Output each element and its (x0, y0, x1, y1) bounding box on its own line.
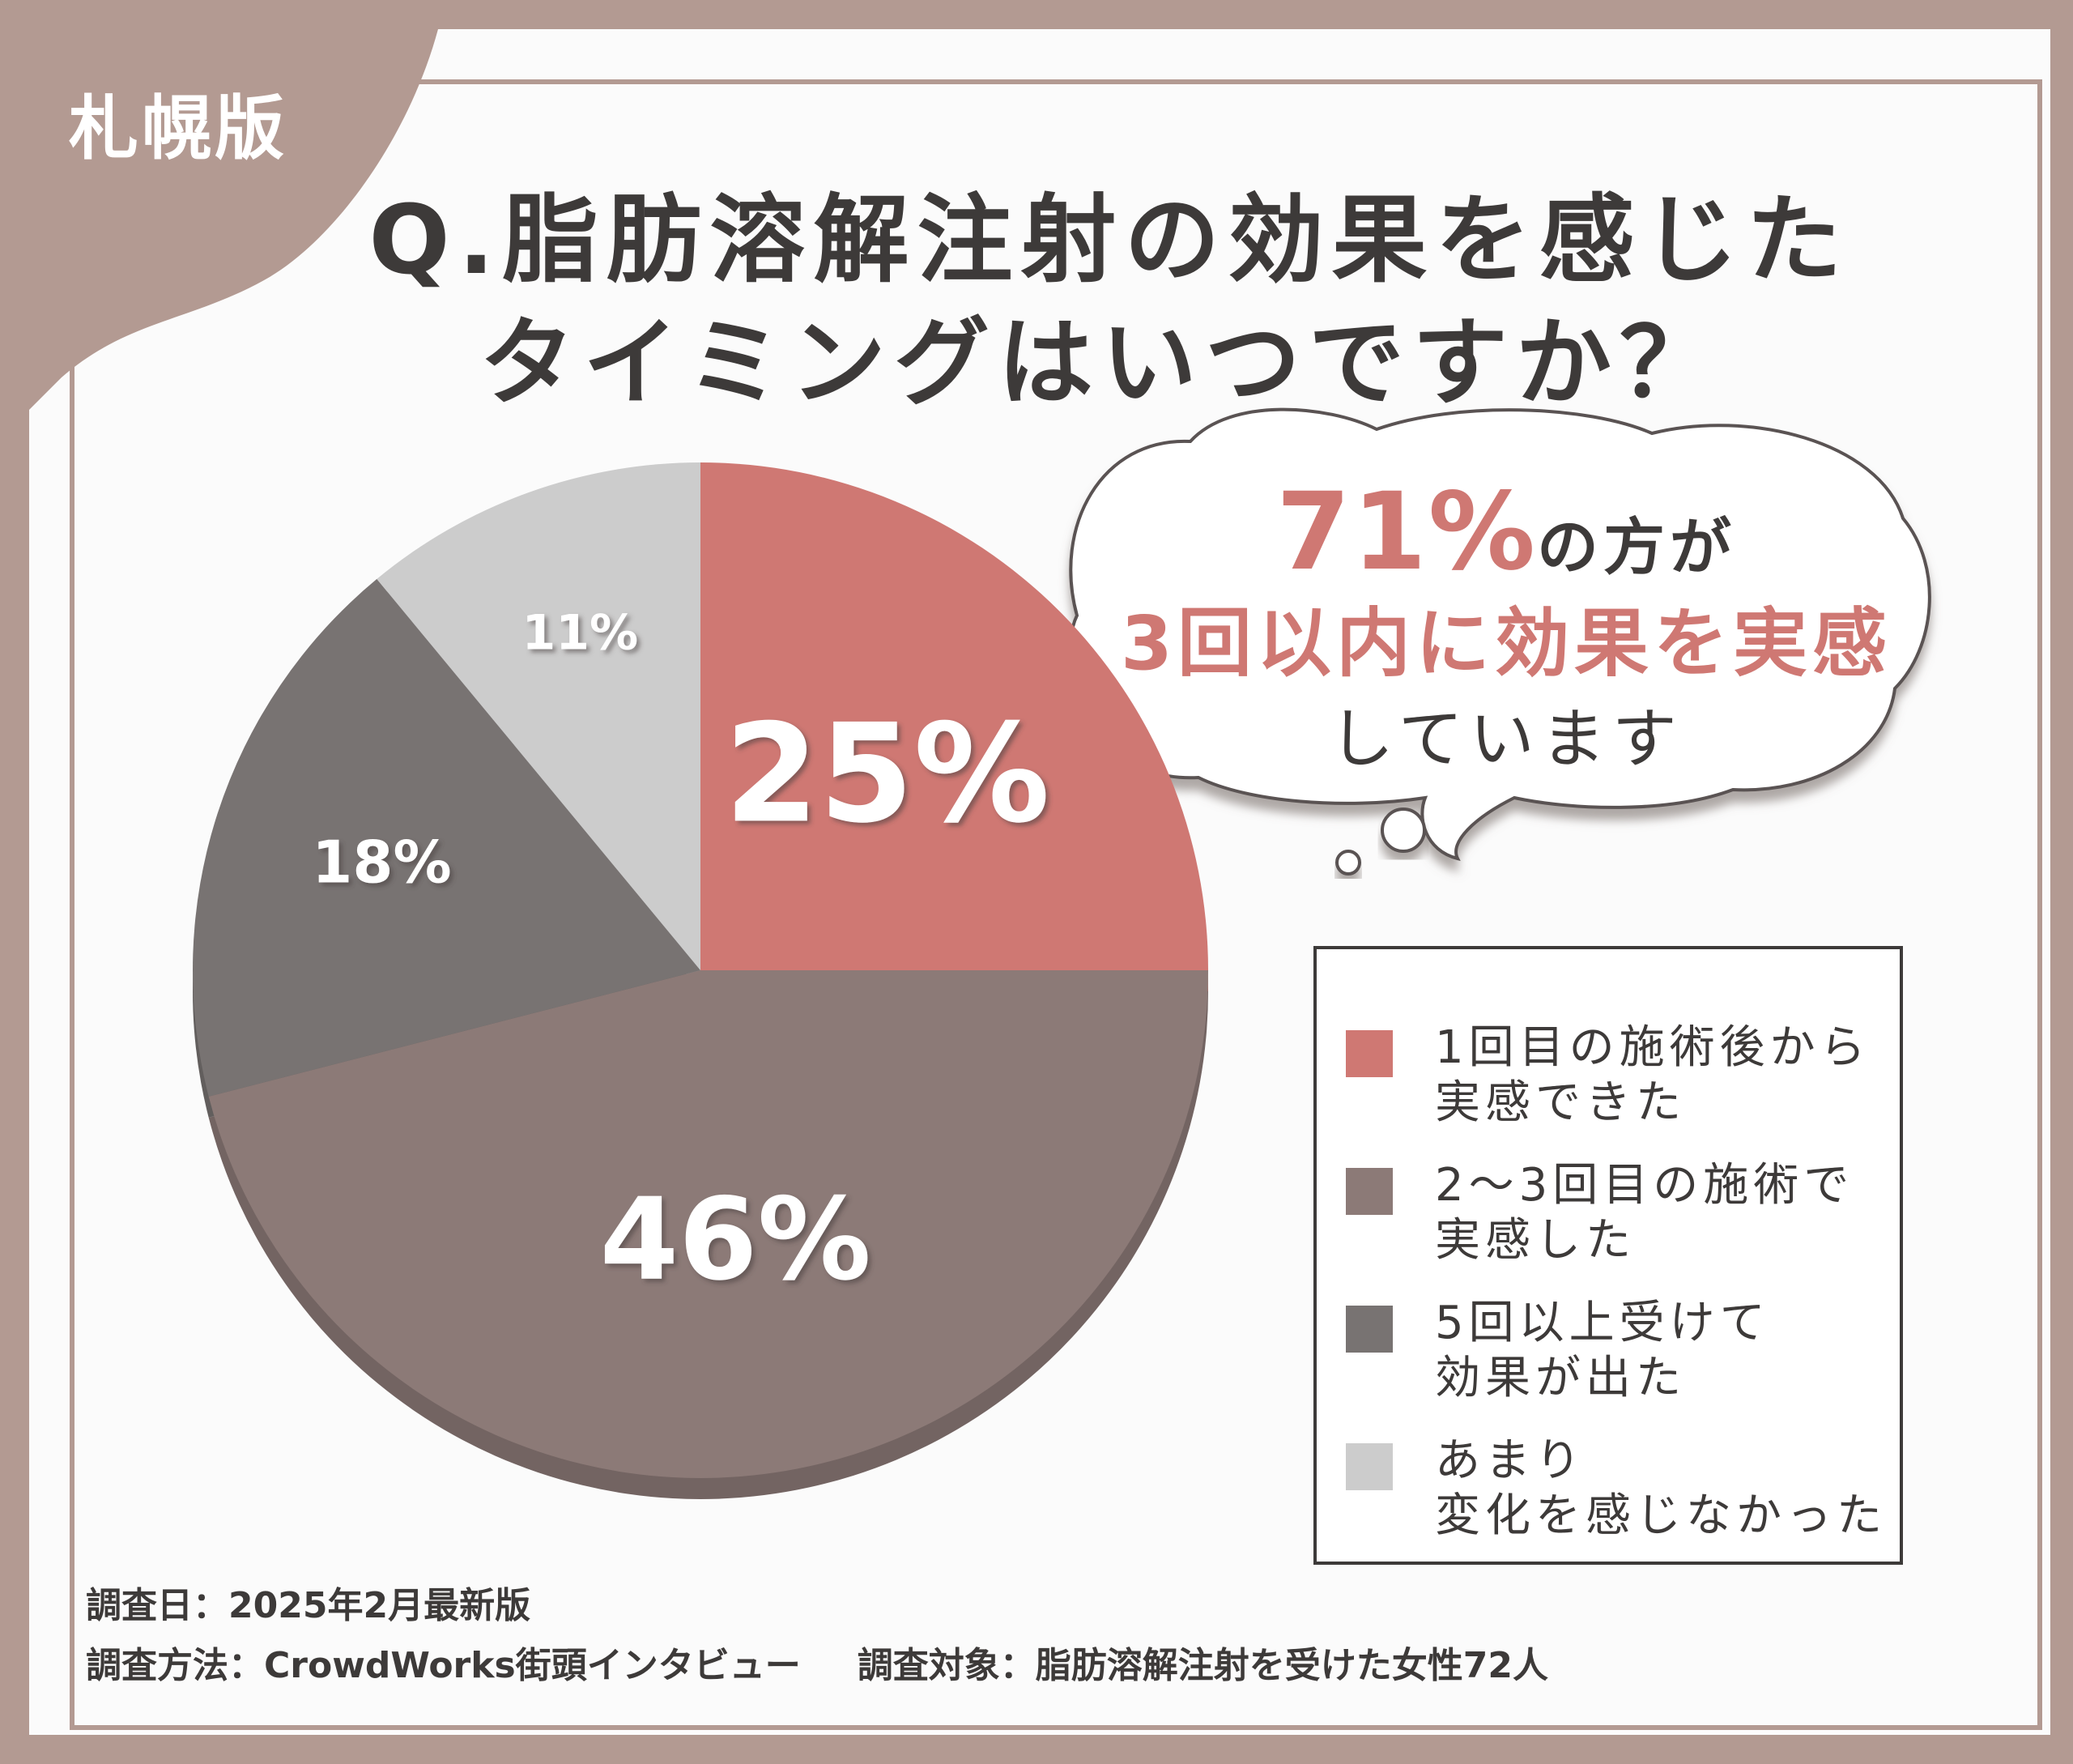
bubble-highlight-percent: 71% (1276, 470, 1537, 594)
legend-swatch-4 (1346, 1443, 1393, 1490)
pie-label-1: 25% (724, 694, 1049, 853)
inner-frame (70, 79, 2042, 1730)
chart-legend: 1回目の施術後から 実感できた 2〜3回目の施術で 実感した 5回以上受けて 効果が出… (1313, 946, 1903, 1565)
pie-label-4: 11% (522, 605, 639, 662)
pie-label-3: 18% (312, 829, 451, 897)
legend-swatch-2 (1346, 1168, 1393, 1215)
pie-slice-3 (192, 578, 700, 1097)
pie-slice-4 (377, 462, 700, 970)
bubble-line-3: しています (1329, 701, 1684, 777)
footer-survey-method: 調査方法：CrowdWorks街頭インタビュー (86, 1645, 801, 1686)
bubble-line-2: 3回以内に効果を実感 (1120, 600, 1892, 687)
footer-survey-target: 調査対象：脂肪溶解注射を受けた女性72人 (857, 1645, 1548, 1686)
footer-survey-info: 調査方法：CrowdWorks街頭インタビュー 調査対象：脂肪溶解注射を受けた女性… (86, 1636, 1548, 1688)
legend-label-2: 2〜3回目の施術で 実感した (1435, 1159, 1854, 1267)
thought-bubble (1069, 407, 1931, 876)
question-title-line-2: タイミングはいつですか？ (479, 307, 1723, 419)
legend-label-3: 5回以上受けて 効果が出た (1435, 1297, 1770, 1404)
legend-label-1: 1回目の施術後から 実感できた (1435, 1021, 1871, 1129)
corner-blob (29, 29, 438, 410)
pie-slice-1 (700, 462, 1208, 970)
pie-slice-2 (208, 970, 1208, 1478)
question-title-line-1: Q.脂肪溶解注射の効果を感じた (368, 184, 1850, 296)
legend-swatch-3 (1346, 1306, 1393, 1353)
bubble-line-1-rest: の方が (1536, 511, 1736, 583)
footer-survey-date: 調査日：2025年2月最新版 (86, 1585, 531, 1626)
region-badge: 札幌版 (69, 88, 287, 169)
legend-swatch-1 (1346, 1030, 1393, 1077)
legend-label-4: あまり 変化を感じなかった (1435, 1434, 1887, 1542)
pie-label-2: 46% (600, 1174, 871, 1306)
bubble-line-1: 71%の方が (1077, 470, 1935, 594)
